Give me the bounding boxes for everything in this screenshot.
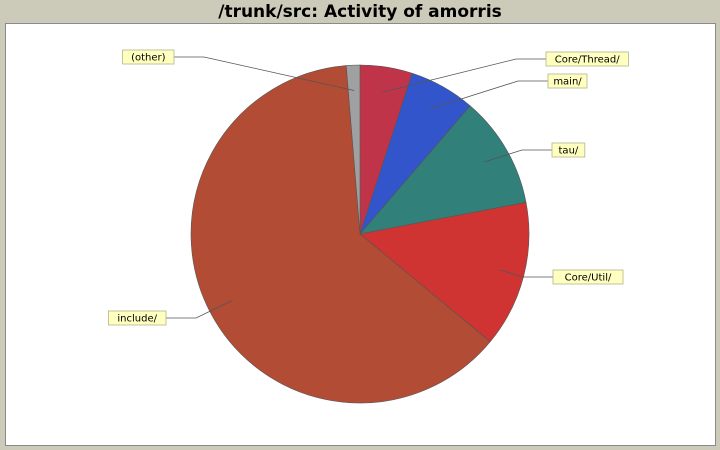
- leader-line-core-util: [499, 269, 553, 278]
- label-box-other: [122, 49, 175, 65]
- label-box-core-util: [552, 269, 624, 285]
- slice-label-other: (other): [131, 53, 166, 64]
- slice-label-core-util: Core/Util/: [565, 273, 612, 284]
- slice-label-core-thread: Core/Thread/: [555, 55, 620, 66]
- slice-label-main: main/: [553, 77, 582, 88]
- pie-slices: [190, 64, 530, 404]
- pie-slice-include: [190, 65, 491, 404]
- leader-line-main: [430, 80, 548, 110]
- leader-line-include: [166, 300, 233, 319]
- label-leader-lines: [166, 56, 553, 319]
- slice-label-include: include/: [117, 314, 157, 325]
- leader-line-tau: [484, 149, 552, 163]
- pie-slice-other: [345, 64, 361, 235]
- slice-label-tau: tau/: [559, 146, 579, 157]
- label-box-core-thread: [545, 51, 629, 67]
- pie-slice-core-util: [359, 201, 530, 343]
- chart-title: /trunk/src: Activity of amorris: [218, 2, 502, 22]
- pie-labels: Core/Thread/main/tau/Core/Util/include/ (…: [108, 49, 629, 326]
- label-box-main: [547, 73, 588, 89]
- label-box-include: [108, 310, 167, 326]
- leader-line-other: [174, 56, 355, 91]
- pie-slice-tau: [359, 105, 527, 235]
- label-box-tau: [551, 142, 586, 158]
- leader-line-core-thread: [382, 58, 546, 93]
